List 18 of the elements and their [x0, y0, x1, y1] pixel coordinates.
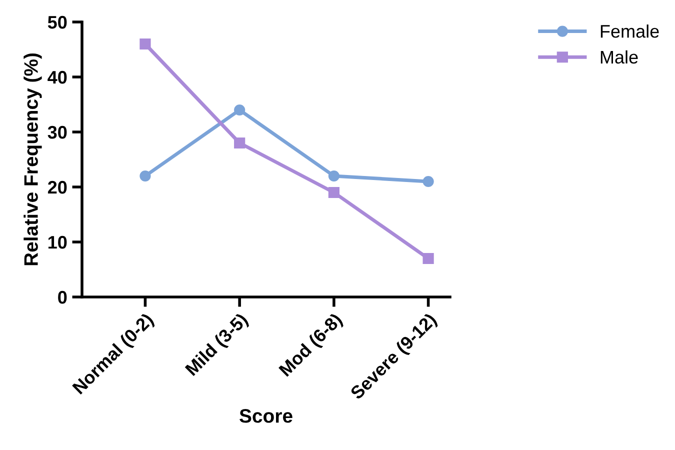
- point: [328, 186, 340, 198]
- point: [422, 176, 434, 188]
- point: [140, 38, 151, 50]
- y-tick-label: 20: [48, 180, 67, 194]
- legend-label: Male: [600, 50, 638, 64]
- point: [328, 170, 340, 182]
- legend-label: Female: [600, 24, 659, 38]
- y-axis-title: Relative Frequency (%): [24, 53, 42, 266]
- y-tick-label: 0: [58, 290, 67, 304]
- point: [234, 104, 246, 116]
- point: [234, 137, 246, 149]
- y-tick-label: 50: [48, 16, 67, 29]
- y-tick-label: 30: [48, 126, 67, 139]
- point: [422, 252, 434, 264]
- x-axis-title: Score: [240, 409, 292, 423]
- y-tick-label: 40: [48, 70, 67, 84]
- y-tick-label: 10: [48, 236, 67, 249]
- point: [140, 170, 151, 182]
